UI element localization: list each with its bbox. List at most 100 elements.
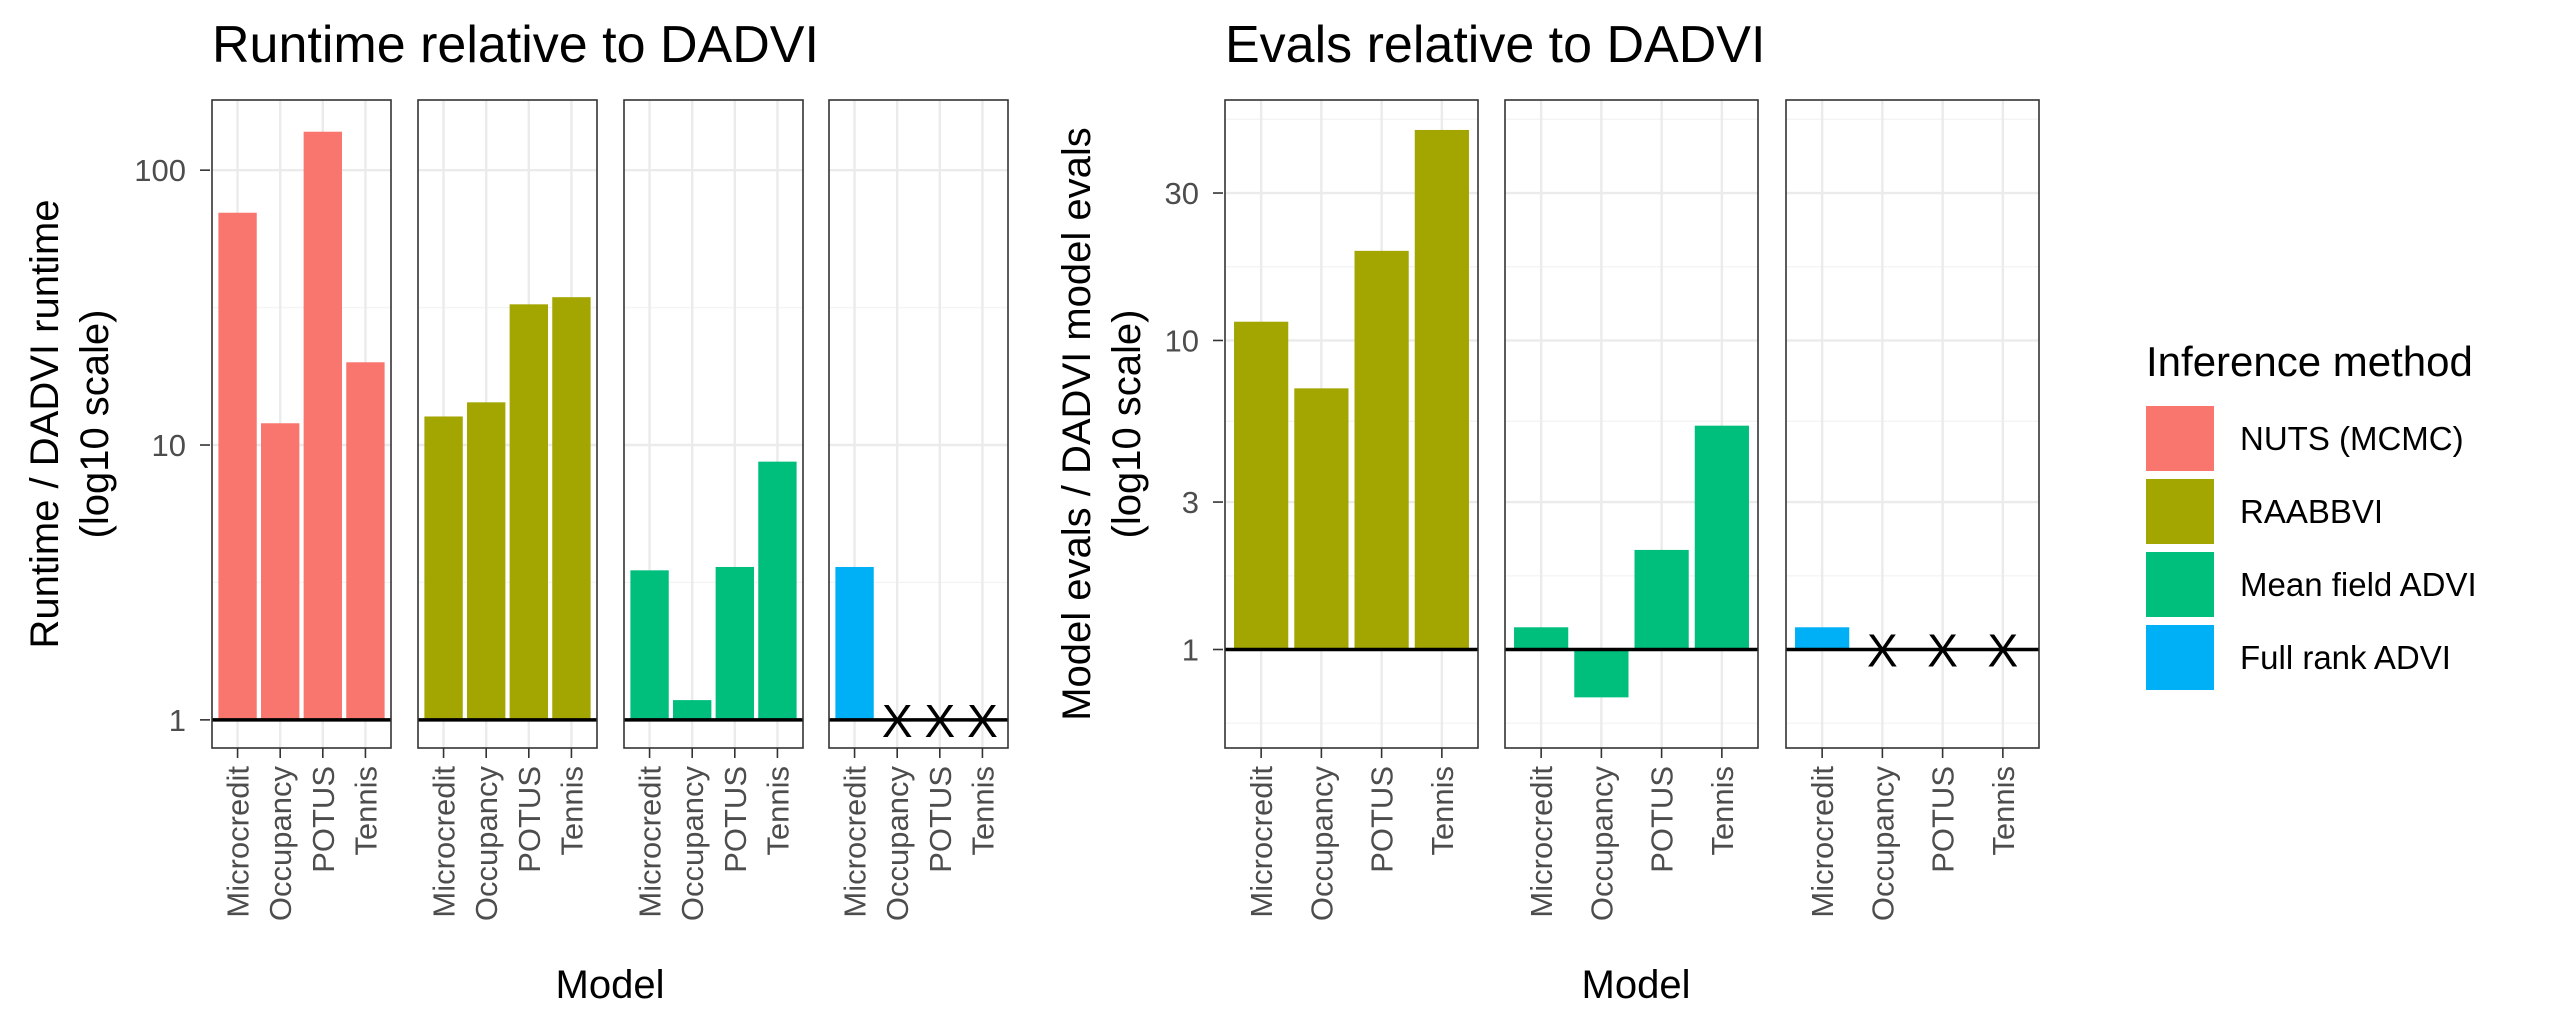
- bar-raabbvi-occupancy: [1294, 388, 1349, 650]
- legend-swatch: [2146, 625, 2214, 690]
- bar-raabbvi-occupancy: [467, 402, 506, 720]
- bar-mean-field-advi-potus: [715, 566, 754, 720]
- x-tick-label: POTUS: [1365, 766, 1400, 873]
- missing-value-mark: X: [924, 695, 955, 747]
- x-tick-label: Microcredit: [1244, 766, 1279, 918]
- panel-border: [1785, 99, 2040, 749]
- runtime-chart: Runtime relative to DADVI Runtime / DADV…: [23, 16, 1009, 1007]
- x-tick-label: Occupancy: [880, 766, 915, 922]
- legend-title: Inference method: [2146, 338, 2473, 385]
- x-tick-label: POTUS: [923, 766, 958, 873]
- legend-swatch: [2146, 552, 2214, 617]
- x-tick-label: Tennis: [1425, 766, 1460, 856]
- panel-border: [623, 99, 804, 749]
- legend-swatch: [2146, 406, 2214, 471]
- bar-raabbvi-potus: [1354, 250, 1409, 650]
- x-tick-label: POTUS: [718, 766, 753, 873]
- legend-label: RAABBVI: [2240, 493, 2383, 530]
- x-tick-label: Tennis: [554, 766, 589, 856]
- bar-raabbvi-tennis: [1414, 129, 1469, 650]
- panel-border: [211, 99, 392, 749]
- bar-mean-field-advi-microcredit: [630, 570, 669, 720]
- legend-items: NUTS (MCMC) RAABBVI Mean field ADVI Full ra…: [2146, 406, 2477, 690]
- missing-value-mark: X: [1867, 624, 1898, 676]
- y-tick-label: 100: [134, 153, 186, 188]
- bar-full-rank-advi-microcredit: [835, 566, 874, 720]
- panel-border: [1224, 99, 1479, 749]
- bar-mean-field-advi-potus: [1634, 549, 1689, 650]
- evals-chart-xlabel: Model: [1582, 963, 1691, 1007]
- x-tick-label: POTUS: [512, 766, 547, 873]
- x-tick-label: Tennis: [965, 766, 1000, 856]
- x-tick-label: Microcredit: [838, 766, 873, 918]
- panel-border: [417, 99, 598, 749]
- x-tick-label: Tennis: [1705, 766, 1740, 856]
- x-tick-label: Tennis: [1986, 766, 2021, 856]
- bar-mean-field-advi-occupancy: [1574, 649, 1629, 698]
- bar-full-rank-advi-microcredit: [1795, 627, 1850, 650]
- panel-nuts-mcmc: Microcredit Occupancy POTUS Tennis: [211, 99, 392, 922]
- runtime-chart-y-axis: 1 10 100: [134, 153, 210, 738]
- missing-value-mark: X: [1988, 624, 2019, 676]
- x-tick-label: Microcredit: [221, 766, 256, 918]
- y-tick-label: 10: [1165, 323, 1199, 358]
- bar-mean-field-advi-tennis: [758, 461, 797, 720]
- panel-mean-field-advi: Microcredit Occupancy POTUS Tennis: [623, 99, 804, 922]
- bar-mean-field-advi-tennis: [1694, 425, 1749, 650]
- runtime-chart-xlabel: Model: [556, 963, 665, 1007]
- bar-raabbvi-tennis: [552, 297, 591, 720]
- x-tick-label: Microcredit: [1524, 766, 1559, 918]
- bar-raabbvi-microcredit: [424, 416, 463, 720]
- x-tick-label: Occupancy: [263, 766, 298, 922]
- y-tick-label: 30: [1165, 176, 1199, 211]
- x-tick-label: Occupancy: [675, 766, 710, 922]
- panel-raabbvi: Microcredit Occupancy POTUS Tennis: [417, 99, 598, 921]
- legend-swatch: [2146, 479, 2214, 544]
- legend-label: NUTS (MCMC): [2240, 420, 2464, 457]
- bar-raabbvi-microcredit: [1234, 321, 1289, 650]
- missing-value-mark: X: [1927, 624, 1958, 676]
- panel-raabbvi: Microcredit Occupancy POTUS Tennis: [1224, 99, 1479, 922]
- x-tick-label: Microcredit: [1805, 766, 1840, 918]
- x-tick-label: Microcredit: [633, 766, 668, 918]
- bar-mean-field-advi-occupancy: [673, 700, 712, 720]
- x-tick-label: Occupancy: [1865, 766, 1900, 922]
- missing-value-mark: X: [882, 695, 913, 747]
- runtime-chart-ylabel-line1: Runtime / DADVI runtime: [23, 199, 67, 648]
- legend: Inference method NUTS (MCMC) RAABBVI Mean …: [2146, 338, 2477, 690]
- bar-mean-field-advi-microcredit: [1514, 627, 1569, 650]
- x-tick-label: POTUS: [1645, 766, 1680, 873]
- bar-raabbvi-potus: [509, 304, 548, 720]
- legend-label: Mean field ADVI: [2240, 566, 2477, 603]
- evals-chart-title: Evals relative to DADVI: [1225, 16, 1765, 74]
- bar-nuts-mcmc-potus: [303, 131, 342, 720]
- legend-item-mean-field-advi: Mean field ADVI: [2146, 552, 2477, 617]
- panel-border: [828, 99, 1009, 749]
- runtime-chart-title: Runtime relative to DADVI: [212, 16, 819, 74]
- y-tick-label: 1: [169, 703, 186, 738]
- evals-chart-ylabel-line1: Model evals / DADVI model evals: [1055, 127, 1099, 721]
- y-tick-label: 1: [1182, 632, 1199, 667]
- runtime-chart-panels: Microcredit Occupancy POTUS Tennis Microcred…: [211, 99, 1009, 922]
- bar-nuts-mcmc-microcredit: [218, 212, 257, 720]
- bar-nuts-mcmc-tennis: [346, 362, 385, 720]
- x-tick-label: Tennis: [760, 766, 795, 856]
- evals-chart-panels: Microcredit Occupancy POTUS Tennis Microcred…: [1224, 99, 2040, 922]
- y-tick-label: 10: [152, 428, 186, 463]
- legend-label: Full rank ADVI: [2240, 639, 2451, 676]
- evals-chart-y-axis: 1 3 10 30: [1165, 176, 1223, 667]
- legend-item-raabbvi: RAABBVI: [2146, 479, 2383, 544]
- missing-value-mark: X: [967, 695, 998, 747]
- panel-border: [1504, 99, 1759, 749]
- x-tick-label: Tennis: [348, 766, 383, 856]
- y-tick-label: 3: [1182, 485, 1199, 520]
- runtime-chart-ylabel-line2: (log10 scale): [73, 309, 117, 538]
- evals-chart-ylabel-line2: (log10 scale): [1105, 309, 1149, 538]
- evals-chart: Evals relative to DADVI Model evals / DA…: [1055, 16, 2040, 1007]
- bar-nuts-mcmc-occupancy: [261, 423, 300, 720]
- x-tick-label: Occupancy: [1304, 766, 1339, 922]
- x-tick-label: POTUS: [306, 766, 341, 873]
